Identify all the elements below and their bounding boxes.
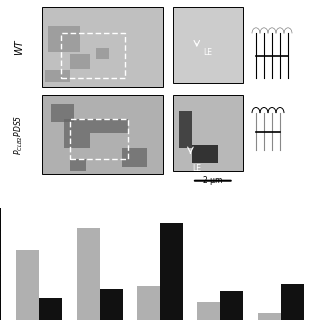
Bar xyxy=(42,7,163,87)
Bar xyxy=(122,148,147,167)
Text: LE: LE xyxy=(203,48,212,57)
Bar xyxy=(173,94,243,171)
Bar xyxy=(64,119,90,148)
Bar xyxy=(100,289,123,320)
Bar xyxy=(90,119,128,133)
Bar xyxy=(51,104,74,122)
Bar xyxy=(281,284,304,320)
Text: $P_{CLB2}$PDS5: $P_{CLB2}$PDS5 xyxy=(13,114,26,155)
Bar xyxy=(70,54,90,68)
Bar xyxy=(77,228,100,320)
Text: LE: LE xyxy=(192,164,201,173)
Text: WT: WT xyxy=(14,39,24,55)
Bar xyxy=(96,48,109,59)
Bar xyxy=(258,313,281,320)
Bar xyxy=(39,298,62,320)
Bar xyxy=(45,70,70,82)
Bar xyxy=(220,291,243,320)
Bar xyxy=(16,250,39,320)
Bar xyxy=(192,145,218,163)
Bar xyxy=(160,223,183,320)
Bar xyxy=(137,286,160,320)
Bar xyxy=(70,119,128,159)
Bar xyxy=(179,111,192,148)
Bar xyxy=(42,94,163,174)
Bar xyxy=(70,159,86,171)
Text: 2 μm: 2 μm xyxy=(203,176,222,185)
Bar xyxy=(48,26,80,52)
Bar xyxy=(197,302,220,320)
Bar xyxy=(61,33,125,78)
Bar xyxy=(173,7,243,84)
